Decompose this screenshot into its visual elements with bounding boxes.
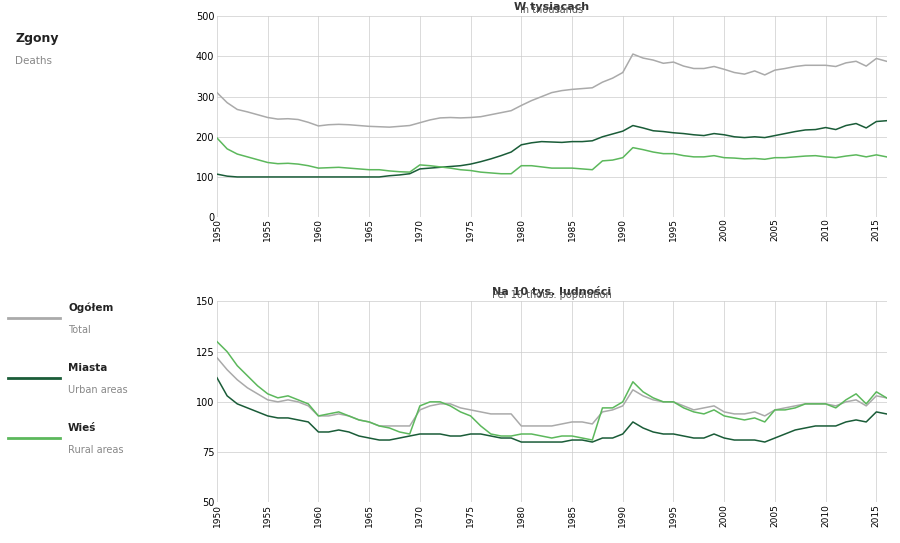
Text: Wieś: Wieś <box>68 423 96 433</box>
Text: Total: Total <box>68 325 91 334</box>
Text: W tysiącach: W tysiącach <box>514 2 590 12</box>
Text: Deaths: Deaths <box>15 56 52 66</box>
Text: Zgony: Zgony <box>15 33 58 46</box>
Text: Urban areas: Urban areas <box>68 385 128 395</box>
Text: Ogółem: Ogółem <box>68 302 113 313</box>
Text: Miasta: Miasta <box>68 363 107 372</box>
Text: Per 10 thous. population: Per 10 thous. population <box>492 291 612 300</box>
Text: Rural areas: Rural areas <box>68 445 123 455</box>
Text: Na 10 tys. ludności: Na 10 tys. ludności <box>492 287 611 298</box>
Text: In thousands: In thousands <box>520 5 583 15</box>
